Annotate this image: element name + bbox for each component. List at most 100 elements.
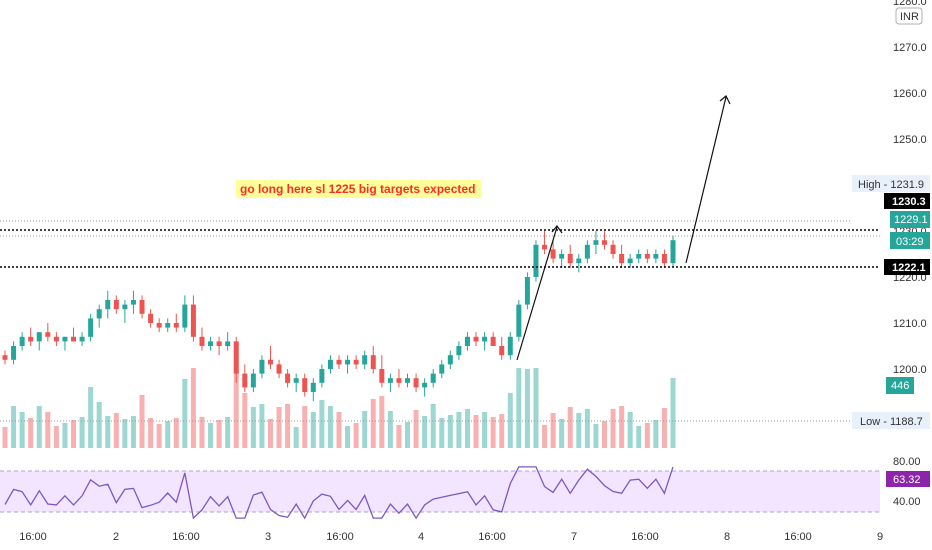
support-tag-label: 1222.1 — [892, 262, 926, 274]
candle-body — [636, 254, 642, 259]
candle-body — [379, 369, 385, 383]
candle-body — [293, 378, 299, 383]
last-price-tag-label: 1229.1 — [894, 214, 928, 226]
candle-body — [353, 359, 359, 365]
candle-body — [242, 373, 248, 388]
candle-body — [439, 364, 445, 374]
candle-body — [490, 336, 496, 346]
countdown-tag — [890, 232, 930, 249]
trade-annotation[interactable]: go long here sl 1225 big targets expecte… — [240, 182, 475, 196]
candle-body — [190, 304, 196, 337]
candle-body — [345, 359, 351, 365]
candle-body — [516, 304, 522, 337]
candle-body — [11, 346, 17, 360]
volume-bar — [319, 400, 325, 448]
candle-body — [456, 346, 462, 356]
volume-bar — [610, 409, 616, 448]
candle-body — [619, 254, 625, 264]
candle-body — [387, 378, 393, 383]
volume-bar — [156, 424, 162, 448]
candle-body — [576, 258, 582, 264]
volume-bar — [208, 423, 214, 448]
volume-bar — [567, 407, 573, 448]
candle-body — [285, 373, 291, 383]
volume-bar — [28, 418, 34, 448]
volume-bar — [619, 406, 625, 448]
volume-bar — [259, 404, 265, 448]
x-tick-label: 16:00 — [172, 531, 200, 543]
candle-body — [644, 254, 650, 259]
candle-body — [593, 240, 599, 245]
volume-bar — [439, 418, 445, 448]
candle-body — [447, 355, 453, 365]
volume-bar — [559, 419, 565, 448]
candle-body — [173, 323, 179, 328]
volume-bar — [550, 413, 556, 448]
candle-body — [225, 341, 231, 346]
volume-bar — [2, 427, 8, 448]
volume-bar — [447, 415, 453, 448]
candle-body — [130, 300, 136, 305]
volume-bar — [96, 402, 102, 448]
y-tick-label: 1200.0 — [893, 364, 927, 376]
volume-bar — [130, 416, 136, 448]
rsi-upper-label: 80.00 — [893, 456, 921, 468]
target-arrow-head — [719, 95, 731, 105]
candle-body — [208, 341, 214, 346]
candle-body — [524, 277, 530, 305]
candle-body — [19, 336, 25, 346]
volume-bar — [464, 409, 470, 448]
candle-body — [62, 336, 68, 342]
candle-body — [96, 309, 102, 319]
volume-bar — [584, 409, 590, 448]
x-tick-label: 16:00 — [631, 531, 659, 543]
volume-bar — [250, 407, 256, 448]
candle-body — [336, 359, 342, 365]
volume-bar — [533, 368, 539, 448]
volume-bar — [516, 368, 522, 448]
candle-body — [507, 336, 513, 356]
volume-bar — [653, 420, 659, 448]
volume-bar — [327, 406, 333, 448]
candle-body — [559, 254, 565, 259]
volume-bar — [661, 408, 667, 448]
volume-bar — [199, 417, 205, 448]
candle-body — [88, 318, 94, 337]
candle-body — [45, 332, 51, 337]
x-tick-label: 8 — [724, 531, 730, 543]
candle-body — [542, 244, 548, 250]
candle-body — [276, 364, 282, 374]
annotation-background — [236, 180, 481, 198]
candle-body — [250, 373, 256, 388]
currency-badge[interactable] — [895, 7, 923, 25]
volume-bar — [302, 406, 308, 448]
volume-bar — [233, 368, 239, 448]
volume-bar — [79, 417, 85, 448]
volume-bar — [36, 406, 42, 448]
candle-body — [396, 378, 402, 383]
volume-bar — [122, 419, 128, 448]
x-tick-label: 7 — [571, 531, 577, 543]
volume-bar — [636, 426, 642, 448]
countdown-tag-label: 03:29 — [896, 236, 924, 248]
candle-body — [670, 240, 676, 264]
volume-bar — [53, 426, 59, 448]
x-tick-label: 4 — [418, 531, 424, 543]
candle-body — [370, 355, 376, 369]
candle-body — [199, 336, 205, 346]
candle-body — [327, 359, 333, 369]
volume-bar — [276, 407, 282, 448]
candle-body — [584, 244, 590, 259]
candle-body — [267, 359, 273, 365]
volume-bar — [627, 412, 633, 448]
volume-bar — [71, 420, 77, 448]
volume-bar — [267, 419, 273, 448]
candle-body — [405, 378, 411, 383]
volume-bar — [139, 395, 145, 448]
candle-body — [165, 323, 171, 328]
volume-bar — [62, 423, 68, 448]
last-price-tag — [890, 211, 930, 228]
low-tag-label: Low - 1188.7 — [860, 416, 923, 428]
volume-bar — [670, 378, 676, 448]
